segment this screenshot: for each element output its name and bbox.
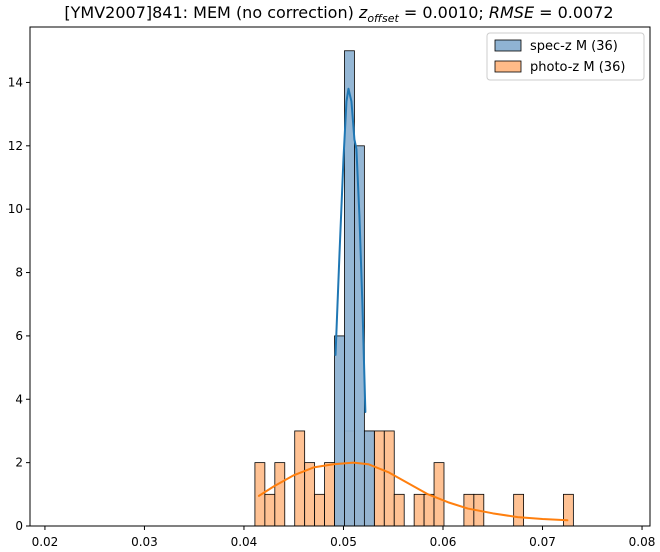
legend-label-photo-z: photo-z M (36)	[530, 60, 625, 75]
legend-frame	[486, 32, 645, 81]
photo-z-bar-19	[513, 493, 525, 527]
title-z: z	[358, 3, 368, 22]
kde-curves	[257, 87, 569, 522]
chart-title: [YMV2007]841: MEM (no correction) zoffse…	[64, 3, 613, 25]
photo-z-bar-3	[294, 430, 306, 527]
photo-z-bar-15	[423, 493, 435, 527]
photo-z-bar-4	[304, 462, 316, 527]
photo-z-bar-13	[393, 493, 405, 527]
x-tick-label-1: 0.03	[131, 535, 158, 549]
legend-swatch-photo-z	[494, 60, 522, 73]
axes: 0.02 0.03 0.04 0.05 0.06 0.07 0.08 0 2 4 6 8 10 12 14	[8, 26, 656, 549]
photo-z-bar-1	[264, 493, 276, 527]
photo-z-bar-6	[324, 462, 335, 527]
y-tick-label-2: 4	[15, 392, 23, 406]
plot-frame	[29, 26, 651, 527]
title-prefix: [YMV2007]841: MEM (no correction)	[64, 3, 359, 22]
y-tick-label-5: 10	[8, 202, 23, 216]
photo-z-bar-16	[433, 462, 445, 527]
legend: spec-z M (36) photo-z M (36)	[486, 32, 645, 81]
spec-z-kde-line	[334, 87, 367, 413]
photo-z-bar-12	[383, 430, 395, 527]
title-rmse-value: = 0.0072	[534, 3, 614, 22]
title-rmse: RMSE	[489, 3, 535, 22]
photo-z-bar-11	[373, 430, 385, 527]
y-tick-label-3: 6	[15, 329, 23, 343]
title-offset-value: = 0.0010;	[399, 3, 489, 22]
x-tick-label-5: 0.07	[529, 535, 556, 549]
photo-z-bar-20	[563, 493, 574, 527]
y-tick-label-6: 12	[8, 139, 23, 153]
y-tick-label-1: 2	[15, 456, 23, 470]
x-tick-label-3: 0.05	[330, 535, 357, 549]
photo-z-kde-line	[257, 461, 569, 522]
legend-label-spec-z: spec-z M (36)	[530, 39, 618, 54]
photo-z-bar-5	[314, 493, 325, 527]
photo-z-bars	[254, 430, 574, 527]
x-tick-label-4: 0.06	[430, 535, 457, 549]
x-tick-label-0: 0.02	[32, 535, 59, 549]
x-tick-label-6: 0.08	[629, 535, 656, 549]
y-tick-label-4: 8	[15, 266, 23, 280]
spec-z-bar-3	[363, 430, 375, 527]
spec-z-bars	[334, 50, 375, 527]
spec-z-bar-0	[334, 335, 345, 527]
legend-swatch-spec-z	[494, 39, 522, 52]
y-tick-label-7: 14	[8, 75, 23, 89]
photo-z-bar-14	[413, 493, 425, 527]
x-tick-label-2: 0.04	[231, 535, 258, 549]
title-offset-subscript: offset	[367, 12, 399, 25]
photo-z-bar-2	[274, 462, 286, 527]
y-tick-label-0: 0	[15, 519, 23, 533]
